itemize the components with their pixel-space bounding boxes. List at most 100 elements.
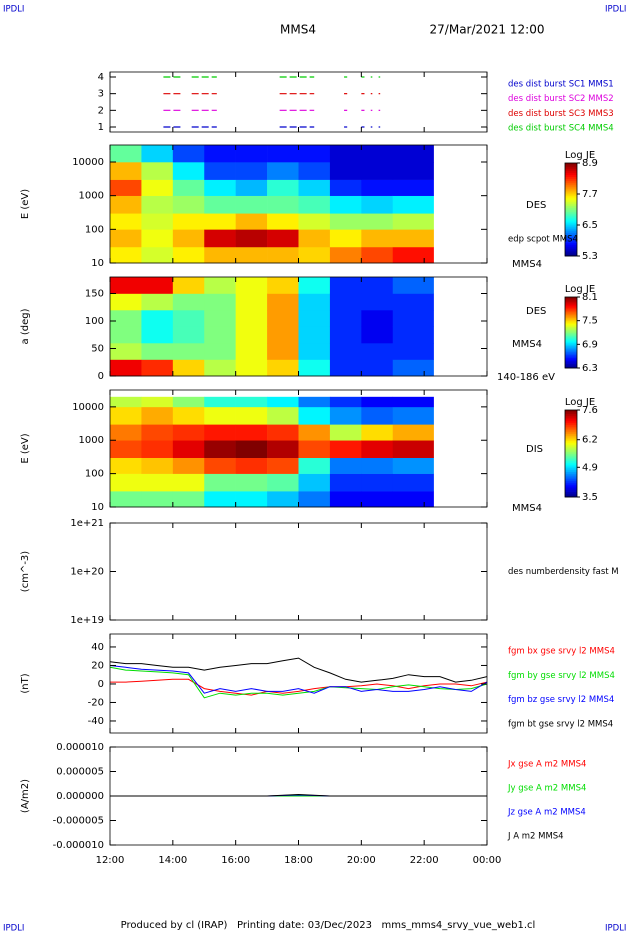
- colorbar-swatch: [565, 226, 577, 230]
- colorbar-swatch: [565, 339, 577, 342]
- y-tick-label: 1000: [79, 191, 104, 202]
- colorbar-title: Log JE: [565, 397, 595, 408]
- colorbar-swatch: [565, 495, 577, 498]
- spectrogram-cell: [329, 145, 362, 163]
- colorbar-swatch: [565, 207, 577, 210]
- spectrogram-cell: [172, 406, 205, 425]
- spectrogram-cell: [110, 491, 142, 508]
- spectrogram-cell: [235, 440, 268, 458]
- spectrogram-cell: [361, 145, 394, 163]
- colorbar-swatch: [565, 439, 577, 442]
- y-tick-label: 100: [85, 469, 104, 480]
- spectrogram-cell: [235, 457, 268, 474]
- corner-label: IPDLI: [3, 5, 24, 15]
- legend-label: des dist burst SC4 MMS4: [508, 124, 614, 134]
- y-tick-label: 10000: [72, 402, 104, 413]
- colorbar-swatch: [565, 410, 577, 413]
- spectrogram-cell: [298, 229, 331, 248]
- spectrogram-cell: [267, 473, 299, 492]
- colorbar-swatch: [565, 325, 577, 327]
- colorbar-swatch: [565, 178, 577, 181]
- annotation: MMS4: [512, 259, 542, 270]
- colorbar-swatch: [565, 225, 577, 228]
- spectrogram-cell: [298, 457, 331, 474]
- colorbar-swatch: [565, 201, 577, 205]
- colorbar-swatch: [565, 190, 577, 193]
- y-tick-label: 1e+20: [70, 567, 104, 578]
- colorbar-title: Log JE: [565, 284, 595, 295]
- colorbar-swatch: [565, 356, 577, 359]
- spectrogram-cell: [172, 424, 205, 441]
- colorbar-swatch: [565, 464, 577, 467]
- colorbar-swatch: [565, 448, 577, 451]
- colorbar-swatch: [565, 250, 577, 253]
- y-tick-label: 100: [85, 224, 104, 235]
- spectrogram-cell: [141, 310, 174, 327]
- spectrogram-cell: [204, 326, 236, 344]
- legend-label: Jy gse A m2 MMS4: [507, 784, 586, 794]
- legend-label: des dist burst SC3 MMS3: [508, 109, 614, 119]
- colorbar-swatch: [565, 333, 577, 336]
- colorbar-swatch: [565, 298, 577, 301]
- spectrogram-cell: [361, 326, 394, 344]
- spectrogram-cell: [141, 473, 174, 492]
- y-tick-label: 100: [85, 316, 104, 327]
- colorbar-swatch: [565, 462, 577, 465]
- spectrogram-cell: [392, 293, 434, 311]
- spectrogram-cell: [298, 277, 331, 294]
- spectrogram-cell: [267, 406, 299, 425]
- colorbar-swatch: [565, 473, 577, 476]
- spectrogram-cell: [267, 457, 299, 474]
- y-tick-label: 10: [91, 502, 104, 513]
- colorbar-swatch: [565, 440, 577, 444]
- colorbar-swatch: [565, 219, 577, 222]
- colorbar-tick-label: 6.9: [582, 339, 598, 350]
- colorbar-swatch: [565, 248, 577, 251]
- y-tick-label: 1000: [79, 435, 104, 446]
- spectrogram-cell: [110, 246, 142, 264]
- spectrogram-cell: [204, 145, 236, 163]
- spectrogram-cell: [298, 310, 331, 327]
- spectrogram-cell: [141, 457, 174, 474]
- spectrogram-cell: [392, 179, 434, 196]
- colorbar-swatch: [565, 365, 577, 367]
- colorbar-swatch: [565, 307, 577, 310]
- annotation: DES: [526, 200, 546, 211]
- spectrogram-cell: [172, 145, 205, 163]
- spectrogram-cell: [298, 326, 331, 344]
- colorbar-swatch: [565, 457, 577, 460]
- colorbar-tick-label: 8.9: [582, 158, 598, 169]
- spectrogram-cell: [141, 424, 174, 441]
- spectrogram-cell: [298, 473, 331, 492]
- spectrogram-cell: [235, 246, 268, 264]
- colorbar-swatch: [565, 428, 577, 431]
- colorbar-swatch: [565, 477, 577, 480]
- colorbar-swatch: [565, 357, 577, 360]
- colorbar-swatch: [565, 350, 577, 353]
- spectrogram-cell: [361, 293, 394, 311]
- spectrogram-cell: [361, 396, 394, 408]
- colorbar-swatch: [565, 484, 577, 487]
- colorbar-swatch: [565, 458, 577, 462]
- spectrogram-cell: [141, 195, 174, 214]
- spectrogram-cell: [329, 229, 362, 248]
- spectrogram-cell: [110, 310, 142, 327]
- data-line: [109, 657, 488, 683]
- colorbar-swatch: [565, 444, 577, 447]
- colorbar-tick-label: 6.2: [582, 435, 598, 446]
- spectrogram-cell: [329, 277, 362, 294]
- spectrogram-cell: [392, 396, 434, 408]
- spectrogram-cell: [267, 229, 299, 248]
- colorbar-swatch: [565, 431, 577, 434]
- legend-label: Jz gse A m2 MMS4: [507, 808, 586, 818]
- colorbar-swatch: [565, 174, 577, 177]
- colorbar-swatch: [565, 359, 577, 362]
- spectrogram-cell: [172, 473, 205, 492]
- y-tick-label: 0.000010: [56, 742, 104, 753]
- spectrogram-cell: [361, 246, 394, 264]
- colorbar-swatch: [565, 489, 577, 492]
- spectrogram-cell: [267, 396, 299, 408]
- spectrogram-cell: [267, 213, 299, 230]
- colorbar-swatch: [565, 329, 577, 332]
- spectrogram-cell: [392, 145, 434, 163]
